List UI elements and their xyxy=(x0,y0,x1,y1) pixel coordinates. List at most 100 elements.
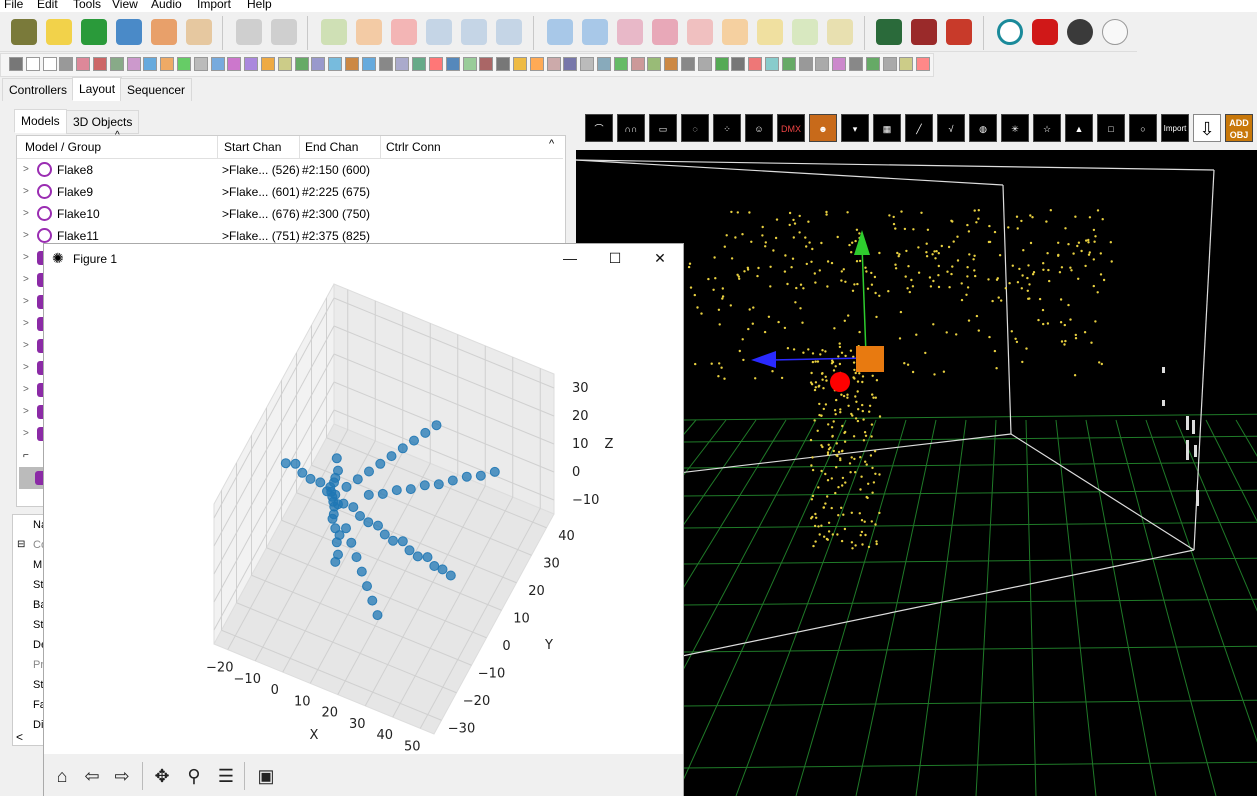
effect-icon[interactable] xyxy=(815,57,830,71)
effect-icon[interactable] xyxy=(328,57,343,71)
window-frame-icon[interactable]: ▭ xyxy=(649,114,677,142)
effect-icon[interactable] xyxy=(882,57,897,71)
dots-icon[interactable]: ⁘ xyxy=(713,114,741,142)
expand-icon[interactable]: > xyxy=(23,362,29,373)
expand-icon[interactable]: > xyxy=(23,340,29,351)
z-handle-icon[interactable] xyxy=(830,372,850,392)
layout-3d-viewport[interactable] xyxy=(576,150,1257,796)
effect-icon[interactable] xyxy=(529,57,544,71)
effect-icon[interactable] xyxy=(93,57,107,71)
timer-icon[interactable] xyxy=(236,19,262,45)
effect-icon[interactable] xyxy=(765,57,779,71)
wand-icon[interactable] xyxy=(827,19,853,45)
character-icon[interactable]: ☻ xyxy=(809,114,837,142)
circle-icon[interactable]: ○ xyxy=(1129,114,1157,142)
effect-icon[interactable] xyxy=(9,57,23,71)
tab-sequencer[interactable]: Sequencer xyxy=(120,78,193,102)
expand-icon[interactable]: > xyxy=(23,186,29,197)
expand-icon[interactable]: > xyxy=(23,230,29,241)
expand-icon[interactable]: > xyxy=(23,428,29,439)
help-icon[interactable] xyxy=(997,19,1023,45)
effect-icon[interactable] xyxy=(630,57,645,71)
scroll-left-icon[interactable]: < xyxy=(16,730,24,744)
effect-icon[interactable] xyxy=(681,57,695,71)
matrix-icon[interactable]: ▦ xyxy=(873,114,901,142)
table-row[interactable]: > Flake9 >Flake... (601) #2:225 (675) xyxy=(17,181,547,203)
effect-icon[interactable] xyxy=(748,57,763,71)
pan-icon[interactable]: ✥ xyxy=(154,766,170,786)
effect-icon[interactable] xyxy=(513,57,527,71)
sparkle-icon[interactable] xyxy=(792,19,818,45)
transform-handle-icon[interactable] xyxy=(856,346,884,372)
effect-icon[interactable] xyxy=(496,57,511,71)
effect-icon[interactable] xyxy=(294,57,309,71)
collapse-icon[interactable]: ⊟ xyxy=(17,539,26,550)
scatter-3d-chart[interactable]: −20−1001020304050−30−20−10010203040−1001… xyxy=(44,274,644,754)
square-icon[interactable]: □ xyxy=(1097,114,1125,142)
print-icon[interactable] xyxy=(151,19,177,45)
face-icon[interactable]: ☺ xyxy=(745,114,773,142)
effect-icon[interactable] xyxy=(563,57,578,71)
x-arrow-icon[interactable] xyxy=(751,351,776,368)
back-icon[interactable]: ⇦ xyxy=(84,766,100,786)
zoom-icon[interactable]: ⚲ xyxy=(187,766,201,786)
expand-icon[interactable]: > xyxy=(23,252,29,263)
effect-icon[interactable] xyxy=(916,57,931,71)
effect-icon[interactable] xyxy=(445,57,460,71)
effect-icon[interactable] xyxy=(731,57,746,71)
menu-view[interactable]: View xyxy=(112,0,138,11)
menu-help[interactable]: Help xyxy=(247,0,272,11)
column-ctrlr-conn[interactable]: Ctrlr Conn xyxy=(386,140,441,154)
gear-icon[interactable] xyxy=(547,19,573,45)
expand-icon[interactable]: > xyxy=(23,384,29,395)
export-icon[interactable] xyxy=(946,19,972,45)
settings-icon[interactable] xyxy=(617,19,643,45)
spinner-icon[interactable]: ✳ xyxy=(1001,114,1029,142)
layers-icon[interactable] xyxy=(652,19,678,45)
effect-icon[interactable] xyxy=(597,57,611,71)
effect-icon[interactable] xyxy=(429,57,443,71)
effect-icon[interactable] xyxy=(261,57,275,71)
expand-icon[interactable]: > xyxy=(23,164,29,175)
effect-icon[interactable] xyxy=(160,57,175,71)
effect-icon[interactable] xyxy=(193,57,208,71)
icicles-icon[interactable]: ▾ xyxy=(841,114,869,142)
zoom-in-icon[interactable] xyxy=(876,19,902,45)
add-object-button[interactable]: ADD OBJ xyxy=(1225,114,1253,142)
table-row[interactable]: > Flake8 >Flake... (526) #2:150 (600) xyxy=(17,159,547,181)
open-green-folder-icon[interactable] xyxy=(81,19,107,45)
menu-audio[interactable]: Audio xyxy=(151,0,182,11)
table-row[interactable]: > Flake11 >Flake... (751) #2:375 (825) xyxy=(17,225,547,247)
effect-icon[interactable] xyxy=(76,57,91,71)
effect-icon[interactable] xyxy=(59,57,74,71)
tab-models[interactable]: Models xyxy=(14,109,67,133)
download-icon[interactable]: ⇩ xyxy=(1193,114,1221,142)
pause-icon[interactable] xyxy=(356,19,382,45)
zoom-out-icon[interactable] xyxy=(911,19,937,45)
expand-icon[interactable]: > xyxy=(23,406,29,417)
effect-icon[interactable] xyxy=(345,57,359,71)
effect-icon[interactable] xyxy=(210,57,225,71)
effect-icon[interactable] xyxy=(781,57,796,71)
repeat-icon[interactable] xyxy=(496,19,522,45)
minimize-button[interactable]: — xyxy=(563,250,577,266)
effect-icon[interactable] xyxy=(697,57,712,71)
menu-file[interactable]: File xyxy=(4,0,24,11)
palette-icon[interactable] xyxy=(186,19,212,45)
effect-icon[interactable] xyxy=(647,57,662,71)
menu-tools[interactable]: Tools xyxy=(73,0,102,11)
triangle-icon[interactable] xyxy=(687,19,713,45)
effect-icon[interactable] xyxy=(378,57,393,71)
paint-icon[interactable] xyxy=(582,19,608,45)
effect-icon[interactable] xyxy=(462,57,477,71)
table-row[interactable]: ⌐ xyxy=(17,445,547,467)
effect-icon[interactable] xyxy=(227,57,242,71)
effect-icon[interactable] xyxy=(109,57,124,71)
house-icon[interactable] xyxy=(722,19,748,45)
forward-icon[interactable]: ⇨ xyxy=(114,766,130,786)
effect-icon[interactable] xyxy=(412,57,427,71)
clipboard-icon[interactable] xyxy=(271,19,297,45)
effect-icon[interactable] xyxy=(25,57,40,71)
column-end-chan[interactable]: End Chan xyxy=(305,140,359,154)
effect-icon[interactable] xyxy=(395,57,410,71)
